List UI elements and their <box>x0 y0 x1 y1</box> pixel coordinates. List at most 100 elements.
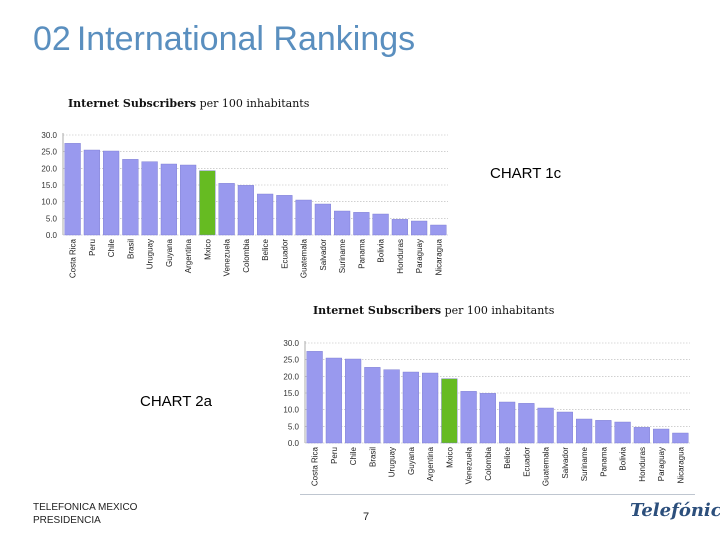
chart1-ytick-label: 10.0 <box>41 198 57 207</box>
chart2-bar <box>556 411 573 444</box>
page-number: 7 <box>363 511 370 523</box>
chart1-bar <box>257 193 274 236</box>
chart2-bar <box>633 427 650 444</box>
chart1-bar <box>199 170 216 236</box>
chart1-xtick-label: Bolivia <box>377 238 386 262</box>
chart2-xtick-label: Guatemala <box>542 446 551 486</box>
chart2-ytick-label: 30.0 <box>283 339 299 348</box>
chart1-bar <box>83 149 100 236</box>
section-number: 02 <box>33 20 71 58</box>
chart2-bar <box>672 432 689 444</box>
chart2-title-rest: per 100 inhabitants <box>441 304 555 317</box>
chart2-bar <box>441 378 458 444</box>
chart2-bar <box>479 393 496 444</box>
chart1-xtick-label: Peru <box>88 239 97 256</box>
chart1-ytick-label: 5.0 <box>46 214 58 223</box>
chart2-ytick-label: 5.0 <box>288 422 300 431</box>
chart2-ytick-label: 20.0 <box>283 372 299 381</box>
chart1-bar <box>391 219 408 236</box>
chart2-bar <box>364 367 381 444</box>
chart2-xtick-label: Colombia <box>484 446 493 480</box>
chart1-bar <box>237 185 254 236</box>
chart2-bar <box>518 403 535 444</box>
chart2-xtick-label: Honduras <box>638 447 647 482</box>
chart2-bar <box>422 372 439 444</box>
chart1-ytick-label: 30.0 <box>41 131 57 140</box>
chart1-xtick-label: Suriname <box>338 238 347 273</box>
chart1-title: Internet Subscribers per 100 inhabitants <box>68 97 309 110</box>
chart1-bar <box>160 163 177 236</box>
chart2-xtick-label: Chile <box>349 446 358 465</box>
chart2-xtick-label: Peru <box>330 447 339 464</box>
chart1: 0.0 5.0 10.0 15.0 20.0 25.0 30.0 Costa Rica Peru… <box>41 131 448 278</box>
chart2-bar <box>614 421 631 444</box>
chart1-xtick-label: Nicaragua <box>434 238 443 275</box>
chart1-xtick-label: Guyana <box>165 238 174 267</box>
chart1-bar <box>353 212 370 236</box>
chart2-bar <box>325 357 342 444</box>
chart1-xtick-label: Colombia <box>242 238 251 272</box>
chart1-xtick-label: Chile <box>107 238 116 257</box>
chart2-bar <box>576 418 593 444</box>
chart1-xtick-label: Salvador <box>319 239 328 271</box>
chart1-bar <box>64 143 81 236</box>
chart2-bar <box>402 371 419 444</box>
chart2-title: Internet Subscribers per 100 inhabitants <box>313 304 554 317</box>
chart2-xtick-label: Venezuela <box>465 446 474 484</box>
footer-line1: TELEFONICA MEXICO <box>33 502 138 513</box>
chart1-bar <box>218 183 235 236</box>
chart2-xtick-label: Panama <box>599 446 608 476</box>
chart2-xtick-label: Nicaragua <box>676 446 685 483</box>
chart2-xtick-label: Salvador <box>561 447 570 479</box>
chart2-bar <box>306 351 323 444</box>
chart1-bar <box>103 150 120 236</box>
chart1-xtick-label: Costa Rica <box>69 238 78 278</box>
chart1-bar <box>372 213 389 236</box>
chart1-xtick-label: Paraguay <box>415 239 424 273</box>
footer-line2: PRESIDENCIA <box>33 515 101 526</box>
chart2-xtick-label: Suriname <box>580 446 589 481</box>
chart1-xtick-label: Ecuador <box>280 239 289 269</box>
chart1-ytick-label: 20.0 <box>41 164 57 173</box>
chart2-ytick-label: 0.0 <box>288 439 300 448</box>
chart1-xtick-label: Mxico <box>203 238 212 259</box>
chart1-xtick-label: Guatemala <box>300 238 309 278</box>
chart2-ytick-label: 15.0 <box>283 389 299 398</box>
chart2-xtick-label: Costa Rica <box>311 446 320 486</box>
chart1-bar <box>180 164 197 236</box>
chart2-bar <box>653 428 670 444</box>
chart2-xtick-label: Brasil <box>368 447 377 467</box>
chart1-label: CHART 1c <box>490 165 562 182</box>
chart2: 0.0 5.0 10.0 15.0 20.0 25.0 30.0 Costa Rica Peru… <box>283 339 690 486</box>
chart2-xtick-label: Uruguay <box>388 447 397 477</box>
chart2-bar <box>383 369 400 444</box>
chart2-ytick-label: 10.0 <box>283 406 299 415</box>
chart2-xtick-label: Ecuador <box>522 447 531 477</box>
chart2-xtick-label: Paraguay <box>657 447 666 481</box>
chart2-bar <box>537 407 554 444</box>
chart1-ytick-label: 25.0 <box>41 148 57 157</box>
telefonica-logo: Telefónica <box>630 500 720 521</box>
chart2-label: CHART 2a <box>140 393 212 410</box>
chart1-ytick-label: 0.0 <box>46 231 58 240</box>
chart1-title-rest: per 100 inhabitants <box>196 97 310 110</box>
chart2-xtick-label: Bolivia <box>619 446 628 470</box>
chart1-bar <box>295 199 312 236</box>
chart2-bar <box>460 391 477 444</box>
chart2-title-bold: Internet Subscribers <box>313 304 442 317</box>
chart1-xtick-label: Brasil <box>126 239 135 259</box>
chart2-bar <box>499 401 516 444</box>
footer-divider <box>300 494 695 495</box>
page-title: International Rankings <box>76 20 416 58</box>
chart1-xtick-label: Uruguay <box>146 239 155 269</box>
chart1-bar <box>122 159 139 236</box>
chart1-bar <box>276 195 293 236</box>
chart2-xtick-label: Guyana <box>407 446 416 475</box>
chart1-bar <box>314 203 331 236</box>
chart2-bar <box>595 420 612 444</box>
footer-company: TELEFONICA MEXICO PRESIDENCIA <box>33 501 137 527</box>
chart1-xtick-label: Panama <box>357 238 366 268</box>
chart1-xtick-label: Argentina <box>184 238 193 273</box>
chart2-bar <box>345 358 362 444</box>
chart2-ytick-label: 25.0 <box>283 356 299 365</box>
